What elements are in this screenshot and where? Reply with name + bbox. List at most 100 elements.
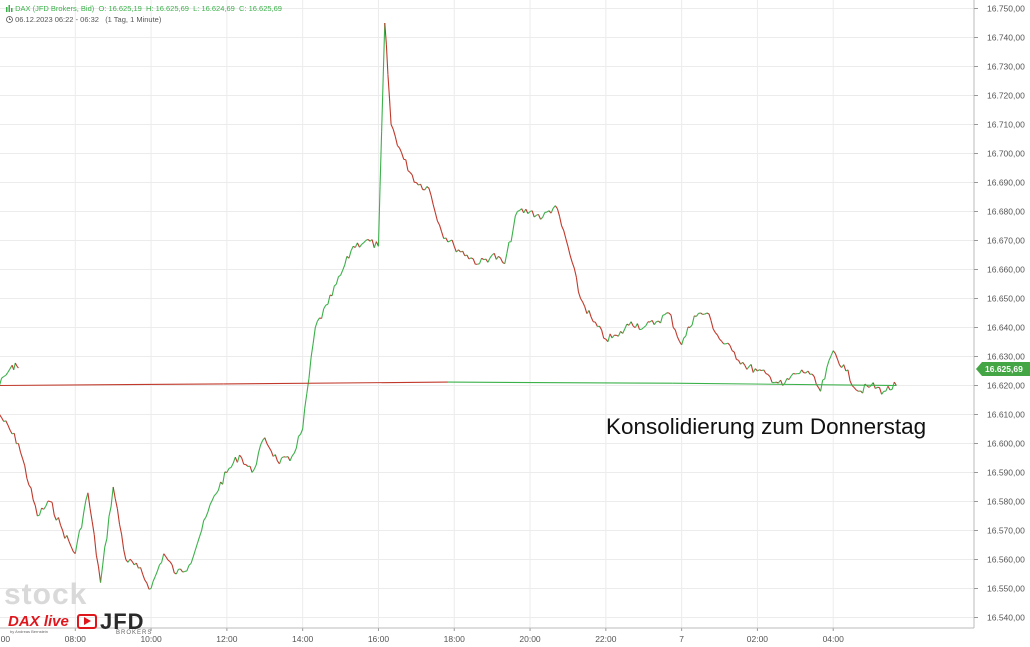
- price-segment: [609, 333, 613, 339]
- price-segment: [878, 387, 883, 395]
- price-segment: [434, 212, 438, 222]
- price-segment: [599, 325, 603, 331]
- price-segment: [554, 205, 558, 210]
- jfd-brokers-label: BROKERS: [116, 630, 153, 636]
- price-segment: [546, 210, 550, 213]
- price-segment: [710, 320, 714, 330]
- price-segment: [289, 455, 293, 462]
- price-segment: [205, 511, 209, 518]
- price-segment: [668, 312, 672, 316]
- price-segment: [226, 468, 230, 473]
- price-segment: [321, 308, 325, 319]
- price-segment: [274, 454, 278, 462]
- high-value: H: 16.625,69: [146, 4, 189, 13]
- price-segment: [146, 582, 150, 590]
- price-segment: [135, 562, 139, 569]
- price-segment: [381, 77, 384, 132]
- price-segment: [616, 334, 619, 337]
- annotation-text: Konsolidierung zum Donnerstag: [606, 414, 927, 439]
- price-segment: [22, 458, 26, 466]
- price-segment: [453, 246, 457, 253]
- price-segment: [156, 564, 161, 572]
- y-tick-label: 16.560,00: [987, 555, 1025, 565]
- price-segment: [0, 377, 3, 386]
- price-segment: [53, 514, 57, 521]
- price-segment: [394, 136, 398, 146]
- price-segment: [344, 256, 348, 265]
- price-segment: [430, 195, 434, 205]
- price-segment: [601, 329, 605, 339]
- price-segment: [813, 376, 817, 385]
- price-segment: [607, 333, 611, 342]
- grid: [0, 0, 974, 628]
- price-segment: [0, 383, 224, 387]
- y-tick-label: 16.710,00: [987, 120, 1025, 130]
- price-segment: [563, 230, 567, 239]
- price-segment: [776, 381, 779, 384]
- price-segment: [365, 238, 369, 241]
- price-segment: [5, 420, 9, 426]
- price-segment: [356, 242, 361, 248]
- y-tick-label: 16.540,00: [987, 613, 1025, 623]
- price-segment: [51, 502, 55, 516]
- price-segment: [310, 343, 314, 358]
- price-segment: [43, 505, 47, 510]
- dax-live-logo: DAX live: [8, 613, 69, 630]
- x-tick-label: 14:00: [292, 634, 314, 644]
- price-segment: [81, 512, 85, 528]
- price-segment: [127, 558, 131, 563]
- price-segment: [367, 238, 371, 242]
- price-segment: [327, 294, 331, 305]
- price-segment: [575, 277, 580, 293]
- y-tick-label: 16.550,00: [987, 584, 1025, 594]
- price-segment: [295, 436, 299, 449]
- price-segment: [112, 486, 116, 499]
- price-segment: [561, 225, 565, 231]
- price-segment: [517, 210, 520, 212]
- price-segment: [432, 204, 436, 213]
- y-tick-label: 16.750,00: [987, 4, 1025, 14]
- price-segment: [359, 244, 363, 248]
- price-segment: [342, 264, 346, 271]
- price-segment: [847, 369, 851, 381]
- price-segment: [230, 463, 234, 468]
- price-segment: [298, 433, 301, 437]
- price-segment: [856, 389, 859, 392]
- price-segment: [683, 335, 687, 339]
- price-segment: [3, 374, 7, 378]
- symbol-label: DAX (JFD Brokers, Bid): [15, 4, 95, 13]
- price-segment: [590, 316, 594, 322]
- price-segment: [203, 517, 207, 521]
- price-segment: [354, 242, 358, 248]
- y-tick-label: 16.740,00: [987, 33, 1025, 43]
- price-segment: [426, 186, 430, 189]
- y-tick-label: 16.680,00: [987, 207, 1025, 217]
- price-segment: [676, 336, 681, 342]
- price-segment: [769, 376, 773, 383]
- price-segment: [617, 331, 622, 337]
- price-segment: [851, 385, 855, 389]
- price-segment: [752, 368, 756, 373]
- price-segment: [241, 457, 245, 465]
- x-tick-label: 08:00: [65, 634, 87, 644]
- price-segment: [385, 44, 389, 75]
- x-tick-label: 18:00: [444, 634, 466, 644]
- price-segment: [76, 530, 81, 542]
- price-segment: [685, 326, 689, 337]
- price-segment: [175, 569, 179, 575]
- price-segment: [291, 452, 295, 457]
- price-segment: [630, 321, 634, 327]
- price-segment: [159, 562, 163, 566]
- price-segment: [485, 258, 489, 263]
- price-segment: [750, 364, 754, 373]
- price-segment: [700, 312, 703, 315]
- price-segment: [761, 369, 764, 372]
- price-segment: [807, 370, 811, 375]
- price-segment: [611, 334, 615, 339]
- price-segment: [13, 362, 16, 371]
- price-segment: [95, 555, 99, 567]
- price-segment: [228, 466, 232, 469]
- price-segment: [712, 328, 716, 333]
- price-segment: [763, 369, 767, 374]
